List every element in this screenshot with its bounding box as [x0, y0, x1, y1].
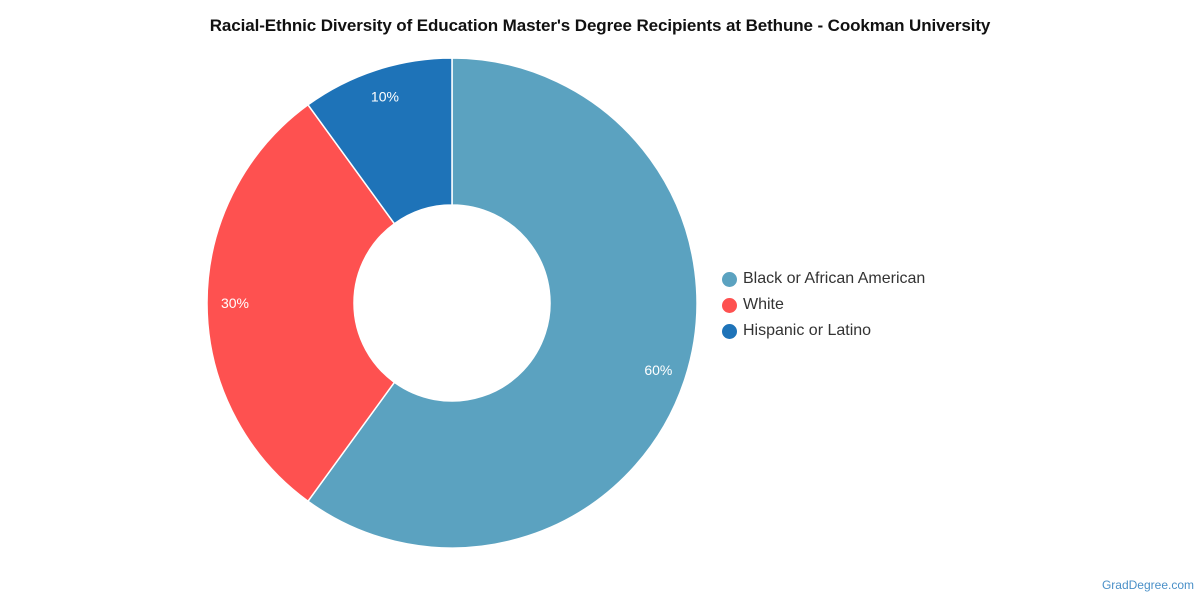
chart-legend: Black or African American White Hispanic… [722, 266, 925, 344]
legend-swatch-icon [722, 323, 737, 339]
chart-title: Racial-Ethnic Diversity of Education Mas… [209, 16, 991, 35]
slice-value-label: 30% [221, 295, 249, 311]
legend-label: Black or African American [743, 270, 926, 287]
donut-slice-black-or-african-american[interactable] [306, 57, 698, 549]
slice-value-label: 60% [644, 362, 672, 378]
legend-label: White [743, 296, 784, 313]
legend-label: Hispanic or Latino [743, 322, 872, 339]
legend-item-hispanic-or-latino[interactable]: Hispanic or Latino [722, 318, 925, 344]
legend-item-black-or-african-american[interactable]: Black or African American [722, 266, 925, 292]
source-credit-link[interactable]: GradDegree.com [1101, 578, 1194, 592]
donut-slice-white[interactable] [206, 103, 396, 503]
legend-swatch-icon [722, 297, 737, 313]
legend-swatch-icon [722, 271, 737, 287]
donut-slice-hispanic-or-latino[interactable] [306, 57, 453, 225]
slice-value-label: 10% [371, 89, 399, 105]
legend-item-white[interactable]: White [722, 292, 925, 318]
